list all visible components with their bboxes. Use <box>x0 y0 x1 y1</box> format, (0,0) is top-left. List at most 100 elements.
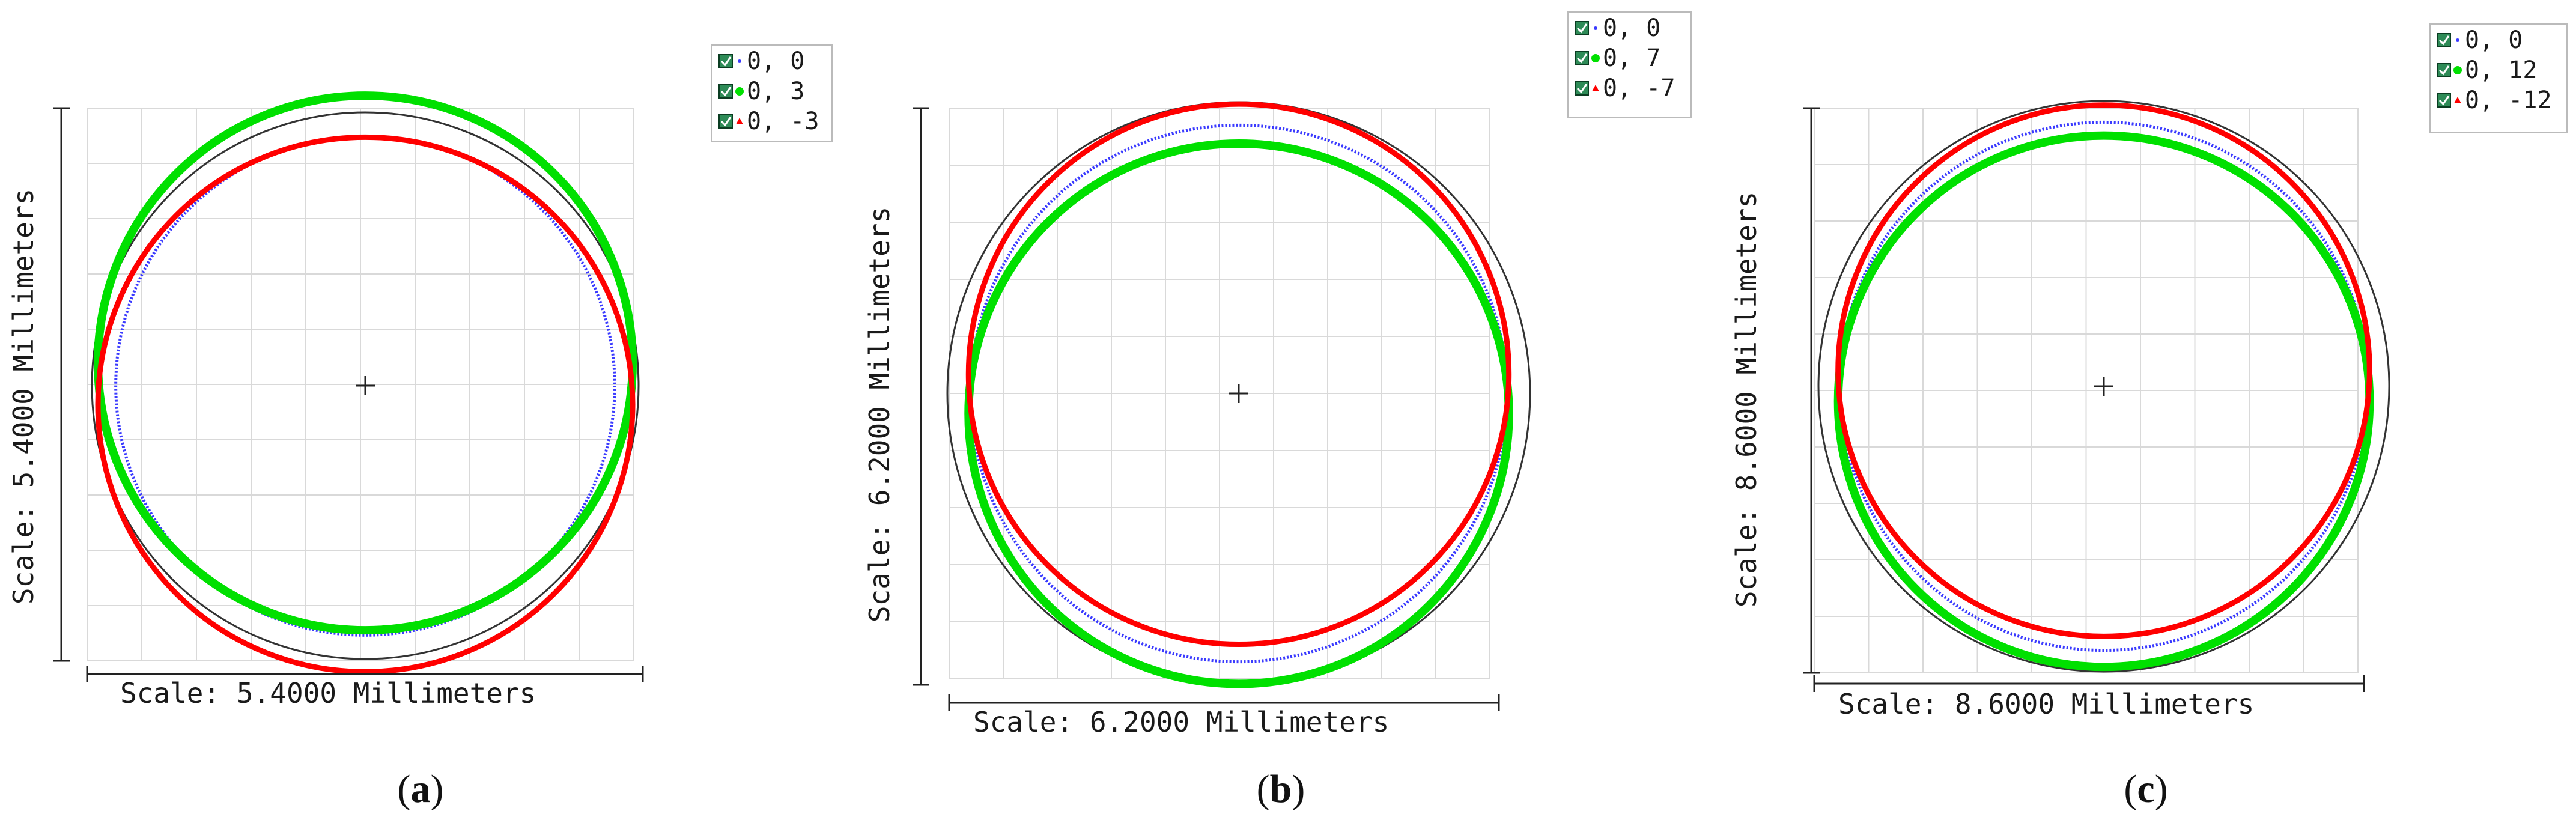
legend-item[interactable]: 0, 7 <box>1575 44 1660 72</box>
triangle-marker <box>198 612 204 617</box>
triangle-marker <box>1498 437 1504 442</box>
triangle-marker <box>1881 219 1886 224</box>
checkbox-icon[interactable] <box>718 114 733 129</box>
legend-item[interactable]: 0, -3 <box>718 108 819 135</box>
triangle-marker <box>1867 243 1872 248</box>
triangle-marker <box>2183 621 2189 625</box>
triangle-marker <box>2357 295 2362 300</box>
checkbox-icon[interactable] <box>1575 81 1589 96</box>
triangle-marker <box>2192 118 2198 123</box>
legend-item[interactable]: 0, 3 <box>718 77 804 105</box>
triangle-marker <box>1960 142 1966 147</box>
triangle-marker <box>471 157 476 162</box>
triangle-marker <box>1274 104 1279 109</box>
triangle-marker <box>1930 571 1936 576</box>
triangle-marker <box>496 170 502 175</box>
triangle-marker <box>97 430 102 434</box>
x-scale-bar <box>86 666 644 682</box>
triangle-marker <box>152 237 157 242</box>
triangle-marker <box>136 260 141 265</box>
triangle-marker <box>2138 631 2143 636</box>
triangle-marker <box>555 216 560 221</box>
triangle-marker <box>2119 103 2125 108</box>
legend-marker <box>2456 38 2459 42</box>
triangle-marker <box>2272 571 2277 576</box>
triangle-marker <box>1855 269 1860 273</box>
triangle-marker <box>1449 538 1454 542</box>
triangle-marker <box>1126 124 1132 129</box>
triangle-marker <box>555 588 560 592</box>
triangle-marker <box>454 653 460 658</box>
triangle-marker <box>1337 121 1343 126</box>
triangle-marker <box>115 302 120 306</box>
checkbox-icon[interactable] <box>2437 63 2451 77</box>
triangle-marker <box>2348 467 2353 472</box>
triangle-marker <box>548 594 554 599</box>
triangle-marker <box>2361 313 2366 318</box>
triangle-marker <box>1035 552 1040 557</box>
checkbox-icon[interactable] <box>718 84 733 99</box>
triangle-marker <box>344 669 349 673</box>
triangle-marker <box>2344 476 2350 481</box>
triangle-marker <box>1493 288 1498 293</box>
triangle-marker <box>967 353 972 357</box>
triangle-marker <box>1855 467 1860 472</box>
y-scale-bar <box>1803 107 1820 674</box>
triangle-marker <box>1093 601 1098 606</box>
legend: 0, 00, 70, -7 <box>1567 11 1692 118</box>
legend-item[interactable]: 0, 0 <box>2437 26 2523 54</box>
series-1-ring <box>1833 131 2374 672</box>
triangle-marker <box>579 559 585 563</box>
triangle-marker <box>626 356 631 360</box>
triangle-marker <box>1835 377 1841 382</box>
triangle-marker <box>289 145 294 150</box>
legend-item[interactable]: 0, 0 <box>1575 14 1660 42</box>
triangle-marker <box>363 135 368 139</box>
triangle-marker <box>2110 634 2116 639</box>
legend-item[interactable]: 0, -12 <box>2437 87 2552 114</box>
triangle-marker <box>1502 324 1507 329</box>
triangle-marker <box>1217 641 1223 646</box>
triangle-marker <box>1862 484 1868 489</box>
triangle-marker <box>1838 405 1844 410</box>
triangle-marker <box>353 135 359 139</box>
series-ring-012 <box>1833 131 2374 672</box>
checkbox-icon[interactable] <box>2437 93 2451 108</box>
triangle-marker <box>573 237 579 242</box>
triangle-marker <box>1337 622 1343 627</box>
triangle-marker <box>254 646 260 651</box>
triangle-marker <box>229 633 234 638</box>
triangle-marker <box>504 628 509 633</box>
triangle-marker <box>1018 213 1023 217</box>
triangle-marker <box>598 276 604 281</box>
checkbox-icon[interactable] <box>1575 51 1589 65</box>
triangle-marker <box>2101 102 2106 107</box>
triangle-marker <box>1135 622 1140 627</box>
series-ring-0-3 <box>95 134 636 675</box>
triangle-marker <box>982 464 988 469</box>
spot-diagram-c: Scale: 8.6000 Millimeters Scale: 8.6000 M… <box>1730 23 2568 811</box>
triangle-marker <box>170 588 175 592</box>
check-mark-icon <box>720 56 732 67</box>
series-2-ring <box>965 101 1512 648</box>
legend-item[interactable]: 0, -7 <box>1575 74 1675 102</box>
legend-item[interactable]: 0, 12 <box>2437 56 2537 84</box>
triangle-marker <box>1843 433 1848 437</box>
triangle-marker <box>1056 572 1061 577</box>
triangle-marker <box>2351 277 2356 282</box>
triangle-marker <box>1255 641 1260 646</box>
checkbox-icon[interactable] <box>718 54 733 68</box>
checkbox-icon[interactable] <box>2437 33 2451 47</box>
triangle-marker <box>96 402 100 407</box>
triangle-marker <box>2316 524 2321 529</box>
legend-label: 0, 0 <box>747 47 804 75</box>
y-axis-label: Scale: 5.4000 Millimeters <box>7 189 40 604</box>
check-mark-icon <box>720 87 732 97</box>
legend-item[interactable]: 0, 0 <box>718 47 804 75</box>
checkbox-icon[interactable] <box>1575 21 1589 35</box>
triangle-marker <box>1952 588 1958 593</box>
triangle-marker <box>471 646 476 651</box>
triangle-marker <box>381 669 387 673</box>
triangle-marker <box>1845 295 1851 300</box>
triangle-marker <box>1292 636 1298 640</box>
